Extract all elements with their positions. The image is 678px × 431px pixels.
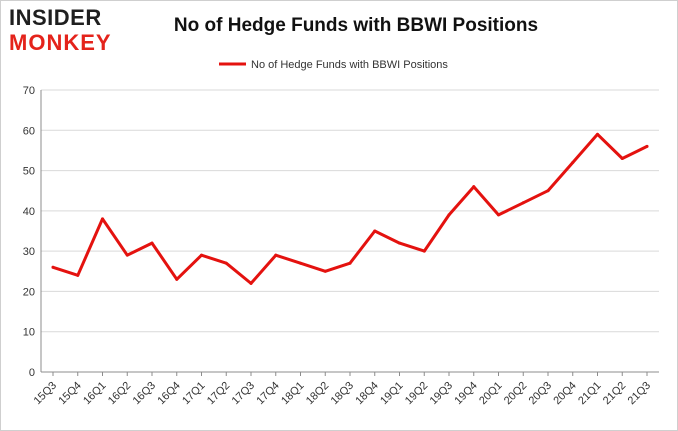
data-point [546,189,550,193]
x-tick-label: 18Q3 [329,380,357,408]
grid-lines [41,89,659,333]
data-point [447,213,451,217]
axes [40,90,659,376]
series-line [51,132,649,285]
data-point [348,261,352,265]
data-point [200,253,203,257]
y-tick-label: 50 [23,166,35,178]
x-tick-label: 19Q3 [428,380,456,408]
insider-monkey-logo: INSIDER MONKEY [9,5,129,57]
x-tick-label: 18Q1 [279,380,307,408]
y-tick-label: 0 [29,367,35,379]
x-tick-label: 19Q2 [403,380,431,408]
data-point [249,281,253,285]
data-point [51,265,55,269]
legend: No of Hedge Funds with BBWI Positions [219,59,448,71]
data-point [125,253,129,257]
x-tick-label: 17Q2 [205,380,233,408]
data-point [299,261,302,265]
x-tick-label: 16Q4 [155,380,183,408]
y-tick-labels: 0 10 20 30 40 50 60 70 [23,85,35,379]
x-tick-label: 15Q3 [32,380,60,408]
y-tick-label: 20 [23,286,35,298]
data-point [398,241,401,245]
chart-title: No of Hedge Funds with BBWI Positions [173,15,539,36]
data-point [422,249,426,253]
x-tick-label: 16Q1 [81,380,109,408]
data-point [150,241,154,245]
x-tick-label: 20Q2 [502,380,530,408]
data-point [497,213,500,217]
x-tick-label: 15Q4 [56,380,84,408]
data-point [571,161,575,165]
x-tick-label: 21Q3 [626,380,654,408]
x-tick-label: 19Q1 [378,380,406,408]
legend-label: No of Hedge Funds with BBWI Positions [251,59,448,71]
logo-line-2: MONKEY [9,30,112,55]
x-tick-label: 20Q4 [551,380,579,408]
data-point [175,277,179,281]
data-point [620,156,624,160]
y-tick-label: 40 [23,206,35,218]
x-tick-label: 17Q1 [180,380,208,408]
data-point [323,269,327,273]
data-point [274,253,278,257]
data-point [101,217,104,221]
data-point [224,261,228,265]
x-tick-label: 16Q3 [131,380,159,408]
x-tick-label: 20Q1 [477,380,505,408]
x-tick-label: 16Q2 [106,380,134,408]
y-tick-label: 30 [23,246,35,258]
x-tick-label: 19Q4 [452,380,480,408]
data-point [645,144,649,148]
x-tick-label: 18Q4 [353,380,381,408]
y-tick-label: 60 [23,125,35,137]
data-point [521,201,525,205]
data-point [596,132,599,136]
data-point [472,185,476,189]
logo-line-1: INSIDER [9,5,102,30]
y-tick-label: 10 [23,327,35,339]
data-point [76,273,80,277]
x-tick-label: 21Q1 [576,380,604,408]
x-tick-label: 20Q3 [527,380,555,408]
x-tick-label: 17Q4 [254,380,282,408]
x-tick-label: 18Q2 [304,380,332,408]
data-point [373,229,377,233]
x-tick-label: 17Q3 [230,380,258,408]
x-tick-labels: 15Q315Q416Q116Q216Q316Q417Q117Q217Q317Q4… [32,380,654,408]
x-tick-label: 21Q2 [601,380,629,408]
series-layer [51,132,649,285]
y-tick-label: 70 [23,85,35,97]
